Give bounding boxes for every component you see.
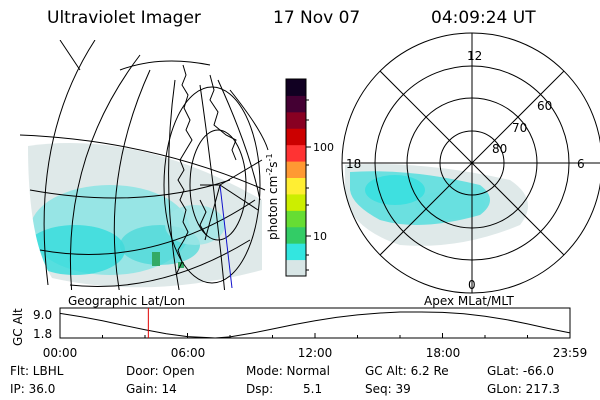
colorbar-segment [286, 193, 306, 211]
colorbar-ticks [306, 99, 311, 271]
coastline [175, 64, 237, 276]
colorbar-segment [286, 161, 306, 178]
colorbar-segment [286, 128, 306, 146]
info-seq: Seq: 39 [365, 382, 411, 396]
y-tick-1.8: 1.8 [33, 327, 52, 341]
instrument-title: Ultraviolet Imager [47, 8, 201, 28]
colorbar-unit-label: photon cm-2s-1 [265, 153, 280, 240]
info-dsp-label: Dsp: [246, 382, 274, 396]
polar-grid-ellipses [163, 86, 261, 284]
colorbar-segment [286, 243, 306, 261]
mlt-label-0: 0 [468, 278, 476, 292]
geographic-label: Geographic Lat/Lon [68, 294, 186, 308]
x-tick-label-0600: 06:00 [171, 346, 206, 360]
longitude-lines [43, 40, 269, 290]
latitude-lines [19, 60, 266, 288]
colorbar-segment [286, 177, 306, 195]
info-ip: IP: 36.0 [10, 382, 56, 396]
aurora-emission-geo [28, 143, 262, 288]
colorbar-tick-100: 100 [313, 141, 334, 154]
colorbar-segment [286, 95, 306, 113]
mlt-label-18: 18 [346, 157, 361, 171]
mlat-label-70: 70 [512, 121, 527, 135]
mlat-label-80: 80 [492, 142, 507, 156]
info-dsp-value: 5.1 [303, 382, 323, 396]
polar-grid [341, 32, 600, 294]
info-gc-alt: GC Alt: 6.2 Re [365, 364, 449, 378]
altitude-ylabel: GC Alt [11, 308, 25, 346]
info-glon: GLon: 217.3 [487, 382, 560, 396]
x-tick-label-1800: 18:00 [426, 346, 461, 360]
apex-label: Apex MLat/MLT [424, 294, 514, 308]
x-tick-label-0000: 00:00 [43, 346, 78, 360]
y-tick-9: 9.0 [33, 308, 52, 322]
mlt-label-6: 6 [577, 157, 585, 171]
colorbar-segment [286, 226, 306, 244]
date-label: 17 Nov 07 [273, 8, 361, 28]
x-tick-label-2359: 23:59 [553, 346, 588, 360]
info-glat: GLat: -66.0 [487, 364, 554, 378]
info-door: Door: Open [126, 364, 195, 378]
x-tick-label-1200: 12:00 [298, 346, 333, 360]
colorbar-segment [286, 111, 306, 129]
colorbar-segment [286, 210, 306, 228]
colorbar-segment [286, 79, 306, 96]
footprint-line [219, 184, 233, 289]
info-gain: Gain: 14 [126, 382, 177, 396]
info-mode: Mode: Normal [246, 364, 330, 378]
colorbar-segment [286, 144, 306, 162]
svg-text:photon cm-2s-1: photon cm-2s-1 [265, 153, 280, 240]
mlt-label-12: 12 [467, 49, 482, 63]
mlat-label-60: 60 [537, 99, 552, 113]
colorbar-segment [286, 259, 306, 277]
info-flt: Flt: LBHL [10, 364, 64, 378]
time-label: 04:09:24 UT [431, 8, 536, 28]
colorbar-tick-10: 10 [313, 230, 327, 243]
